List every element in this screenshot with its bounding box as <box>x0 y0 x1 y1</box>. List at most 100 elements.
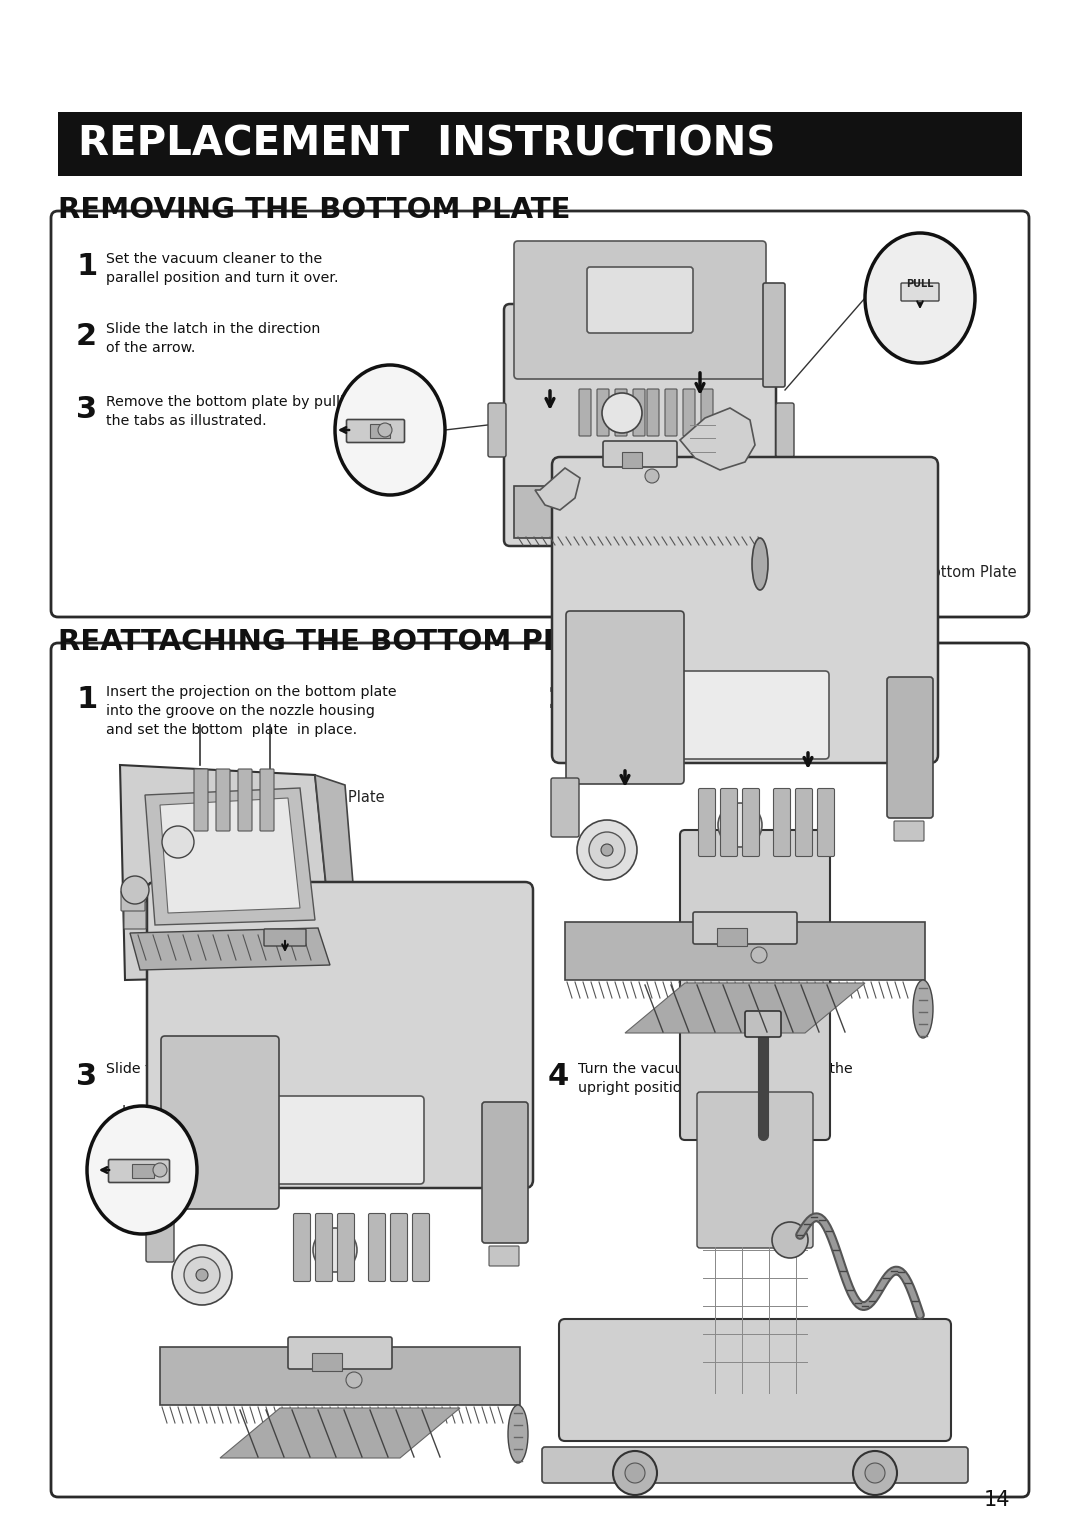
FancyBboxPatch shape <box>489 1246 519 1266</box>
Text: PULL: PULL <box>906 279 934 290</box>
FancyBboxPatch shape <box>647 389 659 436</box>
FancyBboxPatch shape <box>745 1011 781 1037</box>
Text: REATTACHING THE BOTTOM PLATE: REATTACHING THE BOTTOM PLATE <box>58 628 621 656</box>
FancyBboxPatch shape <box>588 267 693 332</box>
FancyBboxPatch shape <box>720 788 738 857</box>
Circle shape <box>153 1164 167 1177</box>
Text: 1: 1 <box>76 685 97 714</box>
Text: Insert the projection on the bottom plate
into the groove on the nozzle housing
: Insert the projection on the bottom plat… <box>106 685 396 737</box>
Text: Press: Press <box>780 718 827 734</box>
FancyBboxPatch shape <box>559 1319 951 1441</box>
Circle shape <box>853 1450 897 1494</box>
FancyBboxPatch shape <box>514 241 766 380</box>
Polygon shape <box>625 984 865 1032</box>
Ellipse shape <box>335 364 445 496</box>
Text: 3: 3 <box>76 1061 97 1090</box>
FancyBboxPatch shape <box>216 1096 424 1183</box>
FancyBboxPatch shape <box>121 891 145 910</box>
Circle shape <box>172 1244 232 1305</box>
Ellipse shape <box>913 981 933 1039</box>
FancyBboxPatch shape <box>699 788 715 857</box>
Text: Latch: Latch <box>370 375 410 390</box>
FancyBboxPatch shape <box>108 1159 170 1182</box>
FancyBboxPatch shape <box>621 671 829 759</box>
Text: Press: Press <box>675 361 721 377</box>
Circle shape <box>346 1372 362 1388</box>
Circle shape <box>589 833 625 868</box>
Polygon shape <box>535 468 580 509</box>
Circle shape <box>313 1228 357 1272</box>
FancyBboxPatch shape <box>693 912 797 944</box>
FancyBboxPatch shape <box>347 419 405 442</box>
FancyBboxPatch shape <box>194 769 208 831</box>
FancyBboxPatch shape <box>551 778 579 837</box>
FancyBboxPatch shape <box>264 929 306 946</box>
Text: 1: 1 <box>76 252 97 281</box>
Polygon shape <box>680 409 755 470</box>
FancyBboxPatch shape <box>216 769 230 831</box>
Polygon shape <box>120 766 335 981</box>
FancyBboxPatch shape <box>773 788 791 857</box>
Circle shape <box>195 1269 208 1281</box>
Text: REPLACEMENT  INSTRUCTIONS: REPLACEMENT INSTRUCTIONS <box>78 124 775 165</box>
FancyBboxPatch shape <box>482 1103 528 1243</box>
Text: Remove the bottom plate by pulling
the tabs as illustrated.: Remove the bottom plate by pulling the t… <box>106 395 362 429</box>
Ellipse shape <box>87 1106 197 1234</box>
FancyBboxPatch shape <box>633 389 645 436</box>
Circle shape <box>600 843 613 856</box>
Text: 2: 2 <box>548 685 569 714</box>
Text: Set the vacuum cleaner to the
parallel position and turn it over.: Set the vacuum cleaner to the parallel p… <box>106 252 338 285</box>
FancyBboxPatch shape <box>124 901 146 929</box>
Circle shape <box>378 422 392 438</box>
Text: Push the bottom plate as shown.: Push the bottom plate as shown. <box>578 685 811 698</box>
Text: Press: Press <box>525 361 571 377</box>
FancyBboxPatch shape <box>161 1035 279 1209</box>
Text: 14: 14 <box>984 1490 1010 1510</box>
FancyBboxPatch shape <box>238 769 252 831</box>
Text: Turn the vacuum over and place in the
upright position.: Turn the vacuum over and place in the up… <box>578 1061 853 1095</box>
FancyBboxPatch shape <box>391 1214 407 1281</box>
FancyBboxPatch shape <box>901 284 939 300</box>
Circle shape <box>162 827 194 859</box>
FancyBboxPatch shape <box>615 389 627 436</box>
FancyBboxPatch shape <box>796 788 812 857</box>
Polygon shape <box>130 929 330 970</box>
FancyBboxPatch shape <box>288 1337 392 1369</box>
FancyBboxPatch shape <box>743 788 759 857</box>
Ellipse shape <box>865 233 975 363</box>
FancyBboxPatch shape <box>51 210 1029 618</box>
FancyBboxPatch shape <box>566 612 684 784</box>
Circle shape <box>625 1462 645 1482</box>
Circle shape <box>184 1257 220 1293</box>
FancyBboxPatch shape <box>665 389 677 436</box>
Text: Groove: Groove <box>248 978 300 993</box>
Text: Bottom Plate: Bottom Plate <box>922 564 1017 580</box>
Text: 3: 3 <box>76 395 97 424</box>
Circle shape <box>602 393 642 433</box>
FancyBboxPatch shape <box>294 1214 311 1281</box>
Ellipse shape <box>508 1405 528 1462</box>
FancyBboxPatch shape <box>717 929 747 946</box>
FancyBboxPatch shape <box>622 451 642 468</box>
Text: Press: Press <box>600 740 647 755</box>
Circle shape <box>577 820 637 880</box>
Text: 4: 4 <box>548 1061 569 1090</box>
Text: Bottom Plate: Bottom Plate <box>291 790 384 805</box>
FancyBboxPatch shape <box>683 389 696 436</box>
FancyBboxPatch shape <box>488 403 507 458</box>
Circle shape <box>865 1462 885 1482</box>
FancyBboxPatch shape <box>697 1092 813 1247</box>
Text: Projection: Projection <box>300 932 373 947</box>
FancyBboxPatch shape <box>315 1214 333 1281</box>
FancyBboxPatch shape <box>603 441 677 467</box>
Polygon shape <box>145 788 315 926</box>
FancyBboxPatch shape <box>579 389 591 436</box>
Text: Slide the  latch in the  direction shown.: Slide the latch in the direction shown. <box>106 1061 384 1077</box>
Circle shape <box>613 1450 657 1494</box>
FancyBboxPatch shape <box>565 923 924 981</box>
FancyBboxPatch shape <box>762 284 785 387</box>
FancyBboxPatch shape <box>542 1447 968 1482</box>
FancyBboxPatch shape <box>597 389 609 436</box>
FancyBboxPatch shape <box>51 644 1029 1498</box>
Circle shape <box>121 875 149 904</box>
